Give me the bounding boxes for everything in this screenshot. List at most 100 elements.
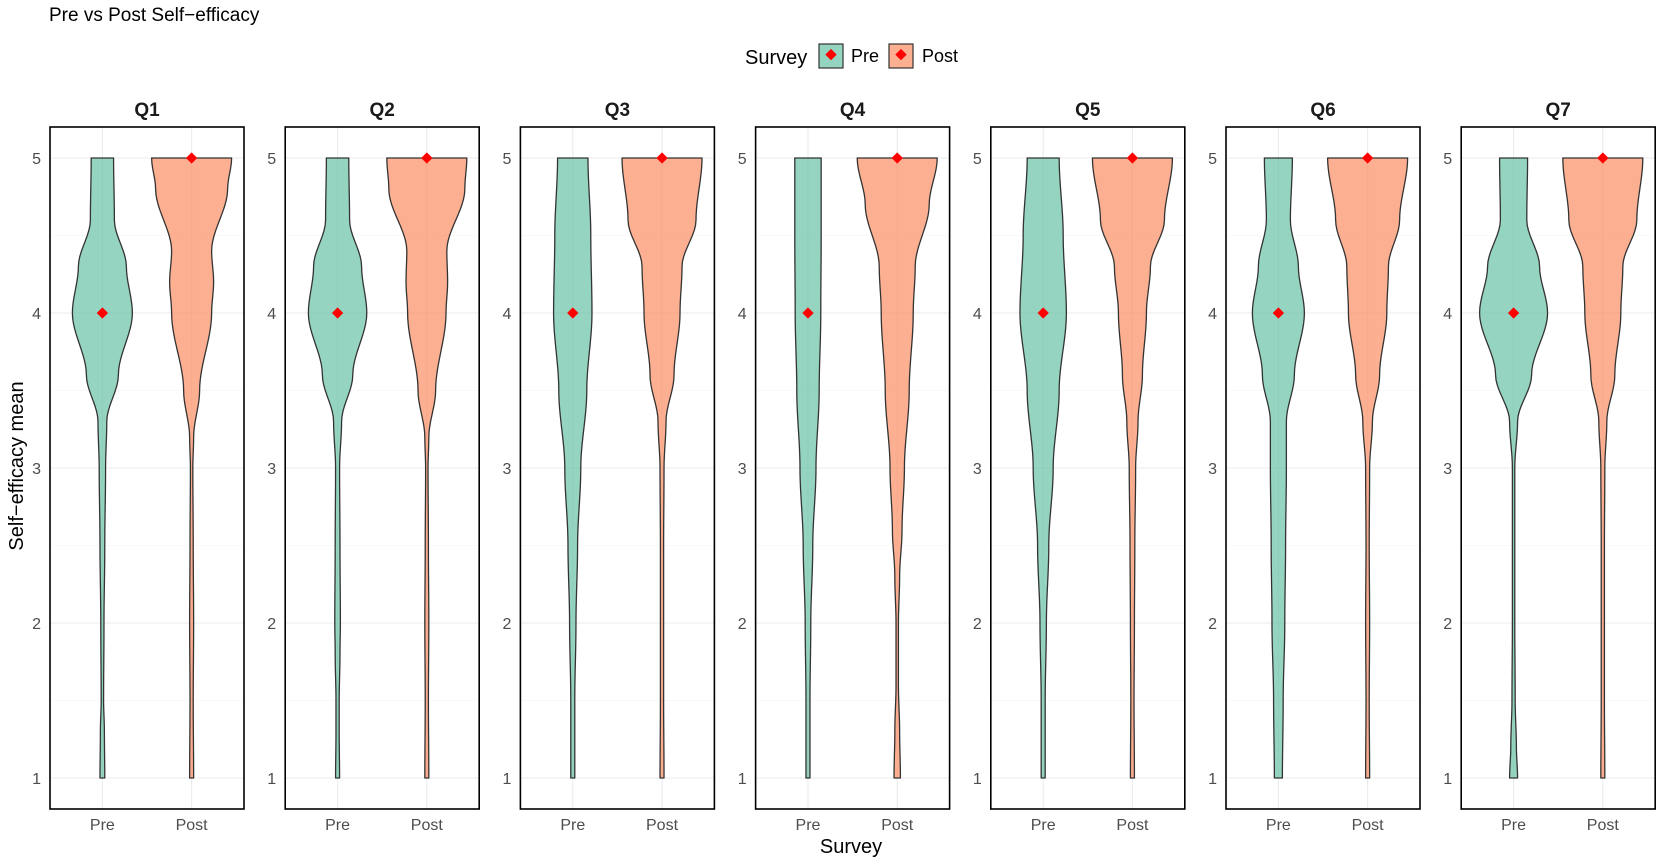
y-tick-label: 3 <box>1443 461 1452 478</box>
y-tick-label: 1 <box>267 771 276 788</box>
x-tick-label: Post <box>646 817 679 834</box>
median-marker-post-q4 <box>891 152 903 164</box>
x-tick-label: Pre <box>1501 817 1526 834</box>
median-marker-post-q1 <box>185 152 198 164</box>
y-tick-label: 4 <box>1443 306 1452 323</box>
x-tick-label: Pre <box>560 817 585 834</box>
panel-border <box>754 126 951 810</box>
y-tick-label: 5 <box>973 151 982 168</box>
violin-pre-q4 <box>794 157 822 779</box>
x-tick-label: Pre <box>90 817 115 834</box>
y-tick-label: 2 <box>502 616 511 633</box>
median-marker-pre-q3 <box>567 307 579 319</box>
panel-q4: 1 2 3 4 5 Q4 Pre Post <box>738 100 951 834</box>
median-marker-pre-q7 <box>1507 307 1520 319</box>
legend-title: Survey <box>745 47 807 69</box>
panel-border <box>49 126 245 810</box>
y-tick-label: 1 <box>32 771 41 788</box>
y-tick-label: 4 <box>32 306 41 323</box>
violin-post-q6 <box>1326 157 1409 779</box>
violin-post-q1 <box>150 157 233 779</box>
median-marker-post-q6 <box>1361 152 1374 164</box>
panel-q5: 1 2 3 4 5 Q5 Pre Post <box>973 100 1186 834</box>
legend: Survey Pre Post <box>745 43 958 69</box>
y-tick-label: 2 <box>1443 616 1452 633</box>
median-marker-post-q3 <box>656 152 668 164</box>
violin-pre-q6 <box>1251 157 1306 779</box>
y-tick-label: 1 <box>973 771 982 788</box>
x-tick-label: Post <box>1352 817 1385 834</box>
legend-key-post <box>888 43 914 69</box>
x-tick-label: Pre <box>1031 817 1056 834</box>
chart-title: Pre vs Post Self−efficacy <box>49 5 260 26</box>
legend-label-post: Post <box>922 46 958 66</box>
legend-key-pre <box>818 43 844 69</box>
facet-label-q3: Q3 <box>605 100 630 121</box>
y-tick-label: 5 <box>502 151 511 168</box>
x-tick-label: Post <box>881 817 914 834</box>
facet-panels: 1 2 3 4 5 Q1 Pre Post 1 2 3 4 5 Q2 Pre Post 1 2 3 4 5 Q3 Pre Po… <box>32 100 1656 834</box>
panel-border <box>989 126 1186 810</box>
violin-post-q4 <box>856 157 938 779</box>
y-tick-label: 1 <box>738 771 747 788</box>
y-tick-label: 5 <box>738 151 747 168</box>
y-tick-label: 5 <box>267 151 276 168</box>
violin-post-q7 <box>1562 157 1644 779</box>
facet-label-q4: Q4 <box>840 100 866 121</box>
median-marker-post-q5 <box>1126 152 1139 164</box>
y-tick-label: 4 <box>738 306 747 323</box>
x-tick-label: Post <box>176 817 209 834</box>
y-tick-label: 2 <box>1208 616 1217 633</box>
panel-q2: 1 2 3 4 5 Q2 Pre Post <box>267 100 481 834</box>
median-marker-pre-q4 <box>802 307 814 319</box>
panel-q1: 1 2 3 4 5 Q1 Pre Post <box>32 100 245 834</box>
panel-border <box>1460 126 1656 810</box>
y-tick-label: 5 <box>1443 151 1452 168</box>
facet-label-q7: Q7 <box>1546 100 1571 121</box>
x-tick-label: Pre <box>325 817 350 834</box>
x-axis-title: Survey <box>820 836 882 858</box>
legend-label-pre: Pre <box>851 46 879 66</box>
violin-pre-q2 <box>307 157 368 779</box>
panel-q7: 1 2 3 4 5 Q7 Pre Post <box>1443 100 1656 834</box>
facet-label-q5: Q5 <box>1075 100 1101 121</box>
median-marker-post-q7 <box>1597 152 1609 164</box>
y-tick-label: 3 <box>973 461 982 478</box>
median-marker-post-q2 <box>421 152 433 164</box>
y-tick-label: 2 <box>267 616 276 633</box>
y-tick-label: 1 <box>502 771 511 788</box>
x-tick-label: Post <box>1587 817 1620 834</box>
panel-border <box>284 126 481 810</box>
violin-pre-q5 <box>1019 157 1068 779</box>
median-marker-pre-q5 <box>1037 307 1049 319</box>
panel-border <box>519 126 716 810</box>
x-tick-label: Pre <box>796 817 821 834</box>
violin-post-q2 <box>386 157 468 779</box>
violin-pre-q1 <box>71 157 134 779</box>
panel-q6: 1 2 3 4 5 Q6 Pre Post <box>1208 100 1421 834</box>
violin-pre-q7 <box>1478 157 1549 779</box>
y-tick-label: 2 <box>973 616 982 633</box>
facet-label-q6: Q6 <box>1310 100 1335 121</box>
y-tick-label: 4 <box>1208 306 1217 323</box>
y-tick-label: 4 <box>502 306 511 323</box>
violin-post-q5 <box>1091 157 1174 779</box>
y-tick-label: 2 <box>32 616 41 633</box>
y-tick-label: 2 <box>738 616 747 633</box>
y-tick-label: 3 <box>1208 461 1217 478</box>
violin-pre-q3 <box>552 157 593 779</box>
panel-border <box>1225 126 1421 810</box>
panel-q3: 1 2 3 4 5 Q3 Pre Post <box>502 100 716 834</box>
y-tick-label: 5 <box>32 151 41 168</box>
y-tick-label: 4 <box>973 306 982 323</box>
violin-post-q3 <box>621 157 703 779</box>
x-tick-label: Post <box>1116 817 1149 834</box>
x-tick-label: Pre <box>1266 817 1291 834</box>
y-tick-label: 3 <box>502 461 511 478</box>
facet-label-q2: Q2 <box>370 100 395 121</box>
y-tick-label: 1 <box>1208 771 1217 788</box>
median-marker-pre-q6 <box>1272 307 1285 319</box>
median-marker-pre-q2 <box>331 307 344 319</box>
y-tick-label: 4 <box>267 306 276 323</box>
